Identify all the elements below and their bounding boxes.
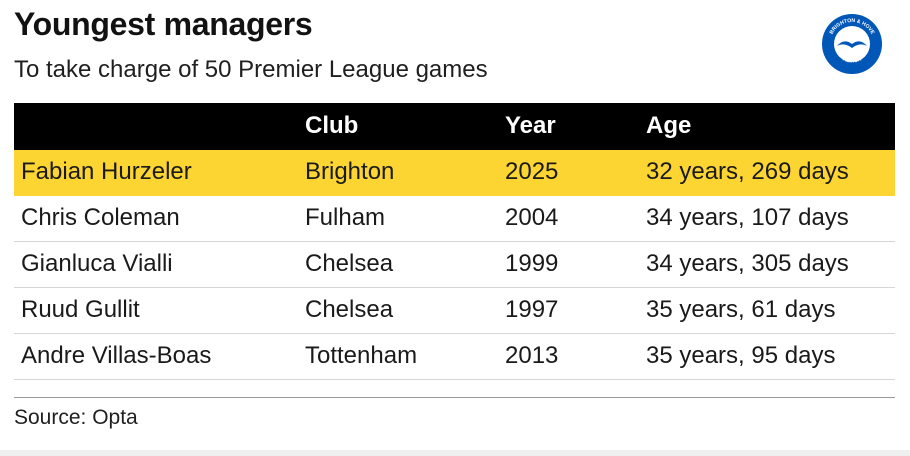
source-note: Source: Opta [14,406,138,429]
header-cell-age: Age [646,112,692,139]
header-cell-club: Club [305,112,359,139]
cell-club: Brighton [305,158,395,185]
cell-club: Fulham [305,204,386,231]
brighton-crest-icon: BRIGHTON & HOVE ALBION [822,14,882,74]
logo-text-bottom: ALBION [842,56,863,64]
cell-year: 1999 [505,250,559,277]
cell-age: 34 years, 305 days [646,250,849,277]
chart-title: Youngest managers [14,6,313,42]
table-header-row: Club Year Age [14,103,895,150]
cell-manager: Gianluca Vialli [21,250,173,277]
cell-club: Chelsea [305,296,394,323]
cell-age: 32 years, 269 days [646,158,849,185]
header-cell-year: Year [505,112,556,139]
cell-club: Tottenham [305,342,418,369]
table-row: Andre Villas-Boas Tottenham 2013 35 year… [14,334,895,380]
table-row: Fabian Hurzeler Brighton 2025 32 years, … [14,150,895,196]
managers-table: Club Year Age Fabian Hurzeler Brighton 2… [14,103,895,380]
cell-year: 2004 [505,204,559,231]
cell-year: 2025 [505,158,559,185]
table-row: Gianluca Vialli Chelsea 1999 34 years, 3… [14,242,895,288]
cell-manager: Fabian Hurzeler [21,158,192,185]
table-row: Ruud Gullit Chelsea 1997 35 years, 61 da… [14,288,895,334]
cell-age: 34 years, 107 days [646,204,849,231]
table-row: Chris Coleman Fulham 2004 34 years, 107 … [14,196,895,242]
bottom-strip [0,450,910,456]
cell-manager: Ruud Gullit [21,296,140,323]
cell-year: 1997 [505,296,559,323]
chart-subtitle: To take charge of 50 Premier League game… [14,56,488,83]
cell-age: 35 years, 95 days [646,342,836,369]
cell-age: 35 years, 61 days [646,296,836,323]
cell-manager: Andre Villas-Boas [21,342,212,369]
source-divider [14,397,895,398]
svg-text:ALBION: ALBION [842,56,863,64]
cell-manager: Chris Coleman [21,204,180,231]
cell-year: 2013 [505,342,559,369]
cell-club: Chelsea [305,250,394,277]
